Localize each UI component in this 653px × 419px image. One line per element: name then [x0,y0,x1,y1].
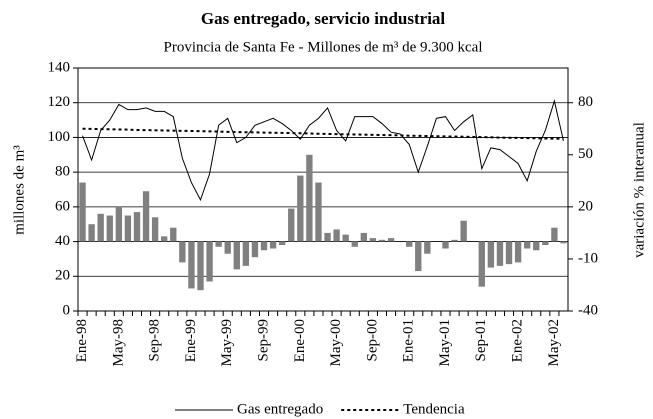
bar [324,232,331,242]
bar [206,241,213,282]
bar [442,241,449,249]
x-tick-label: May-00 [328,319,344,367]
bar [551,227,558,242]
bar [424,241,431,254]
bar [378,239,386,242]
bar [106,215,113,242]
y-tick-label: 80 [55,164,70,180]
bar [251,241,259,258]
trend-line [82,127,564,140]
bar [97,213,104,242]
bar [406,241,413,247]
x-tick-label: May-01 [437,319,453,367]
chart-title: Gas entregado, servicio industrial [201,9,446,28]
bar [487,241,495,268]
bar [478,241,485,287]
bar [351,241,358,247]
bar [115,206,123,242]
y2-tick-label: 50 [578,146,593,162]
x-tick-label: Ene-02 [510,319,526,362]
y-tick-label: 40 [55,233,70,249]
x-tick-label: Ene-99 [183,319,199,362]
bar [269,241,277,249]
bar [297,175,304,242]
legend-label: Tendencia [403,401,465,417]
bar [315,182,322,242]
bar [542,241,549,246]
bar [333,229,340,242]
bar [197,241,204,291]
bar [342,234,349,242]
bar [179,241,186,263]
bar [161,236,168,242]
bar [188,241,195,289]
y2-axis-label: variación % interanual [631,122,647,258]
bar [233,241,240,270]
legend-label: Gas entregado [237,401,323,417]
bar [533,241,540,251]
bar [124,215,132,242]
bar [288,208,295,242]
bar [387,238,395,242]
bar [88,224,95,242]
y-tick-label: 0 [63,302,71,318]
bar [133,212,141,242]
y2-tick-label: 20 [578,198,593,214]
bar [260,241,268,251]
bar [306,154,313,242]
y-tick-label: 20 [55,268,70,284]
plot-frame [77,67,569,312]
x-tick-label: Sep-01 [473,319,489,362]
x-tick-label: May-98 [110,319,126,367]
bar [505,241,513,265]
bar [79,182,86,242]
bar [369,238,377,242]
y2-tick-label: 80 [578,94,593,110]
bar [415,241,422,272]
bar [514,241,522,263]
y-tick-label: 60 [55,198,70,214]
x-tick-label: Ene-00 [292,319,308,362]
y2-tick-label: -40 [578,302,598,318]
bar [451,239,458,242]
y-tick-label: 140 [48,59,71,75]
bar [496,241,504,266]
bar [360,232,368,242]
bar [170,227,177,242]
chart-subtitle: Provincia de Santa Fe - Millones de m³ d… [163,39,482,55]
bar [242,241,250,266]
y-tick-label: 120 [48,94,71,110]
bar [278,241,286,246]
bar [523,241,531,249]
x-tick-label: Ene-98 [74,319,90,362]
bar [215,241,222,247]
x-tick-label: Sep-00 [364,319,380,362]
bar [151,217,159,242]
x-tick-label: Sep-98 [147,319,163,362]
bar [460,220,467,242]
data-line [82,99,564,202]
x-tick-label: Ene-01 [401,319,417,362]
x-tick-label: May-02 [546,319,562,367]
y2-tick-label: -10 [578,250,598,266]
bar [224,241,231,254]
y-tick-label: 100 [48,129,71,145]
y-axis-label: millones de m³ [11,145,27,235]
bar [142,191,150,242]
x-tick-label: May-99 [219,319,235,367]
x-tick-label: Sep-99 [255,319,271,362]
bar [560,241,567,244]
